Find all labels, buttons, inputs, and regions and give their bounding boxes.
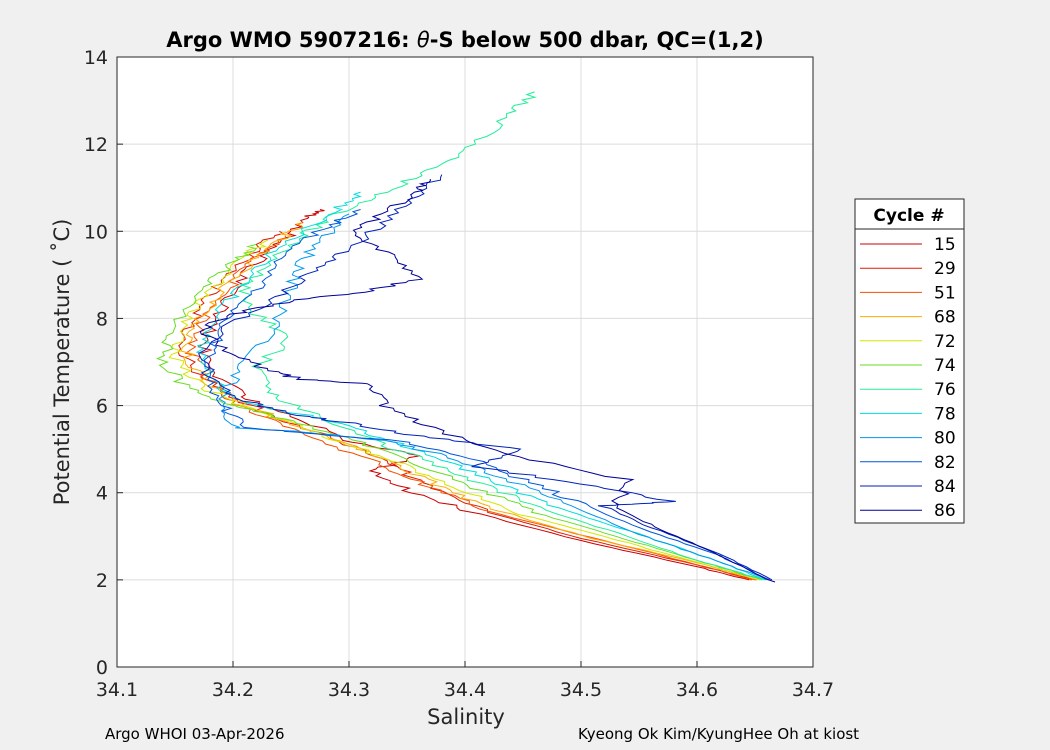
y-tick-label: 12 [84, 134, 108, 156]
series-line-80 [217, 213, 769, 581]
x-axis: 34.1 34.2 34.3 34.4 34.5 34.6 34.7 [96, 661, 834, 701]
x-tick-label: 34.2 [212, 679, 254, 701]
y-tick-label: 14 [84, 47, 108, 69]
y-axis: 0 2 4 6 8 10 12 14 [84, 47, 123, 679]
y-tick-label: 0 [96, 657, 108, 679]
series-line-86 [199, 178, 776, 583]
series-line-76 [237, 91, 766, 581]
legend-label-15: 15 [934, 235, 956, 255]
x-axis-label: Salinity [427, 705, 505, 729]
series-line-78 [195, 191, 767, 581]
x-tick-label: 34.1 [96, 679, 138, 701]
y-tick-label: 4 [96, 483, 108, 505]
series-line-84 [198, 174, 773, 581]
legend-label-76: 76 [934, 380, 956, 400]
legend-label-29: 29 [934, 259, 956, 279]
series-line-74 [156, 243, 763, 581]
footer-right: Kyeong Ok Kim/KyungHee Oh at kiost [578, 725, 860, 743]
legend-label-74: 74 [934, 356, 956, 376]
chart-title: Argo WMO 5907216: θ-S below 500 dbar, QC… [166, 28, 763, 52]
legend-label-84: 84 [934, 477, 956, 497]
x-tick-label: 34.4 [444, 679, 486, 701]
legend-label-80: 80 [934, 429, 956, 449]
y-tick-label: 10 [84, 221, 108, 243]
x-tick-label: 34.6 [676, 679, 718, 701]
series-line-51 [184, 235, 753, 581]
legend-label-72: 72 [934, 332, 956, 352]
legend-label-68: 68 [934, 308, 956, 328]
series-group [156, 91, 776, 583]
x-tick-label: 34.5 [560, 679, 602, 701]
y-axis-label: Potential Temperature ( ˚C) [50, 219, 74, 506]
legend-label-78: 78 [934, 404, 956, 424]
y-tick-label: 2 [96, 570, 108, 592]
legend-label-86: 86 [934, 501, 956, 521]
legend-title: Cycle # [873, 206, 944, 226]
series-line-82 [203, 209, 771, 581]
y-tick-label: 8 [96, 308, 108, 330]
footer-left: Argo WHOI 03-Apr-2026 [105, 725, 285, 743]
x-tick-label: 34.3 [328, 679, 370, 701]
legend: Cycle # 15 29 51 68 72 74 76 78 80 82 84 86 [854, 198, 965, 524]
y-tick-label: 6 [96, 396, 108, 418]
legend-label-82: 82 [934, 453, 956, 473]
series-line-72 [168, 239, 761, 581]
legend-label-51: 51 [934, 283, 956, 303]
x-tick-label: 34.7 [792, 679, 834, 701]
